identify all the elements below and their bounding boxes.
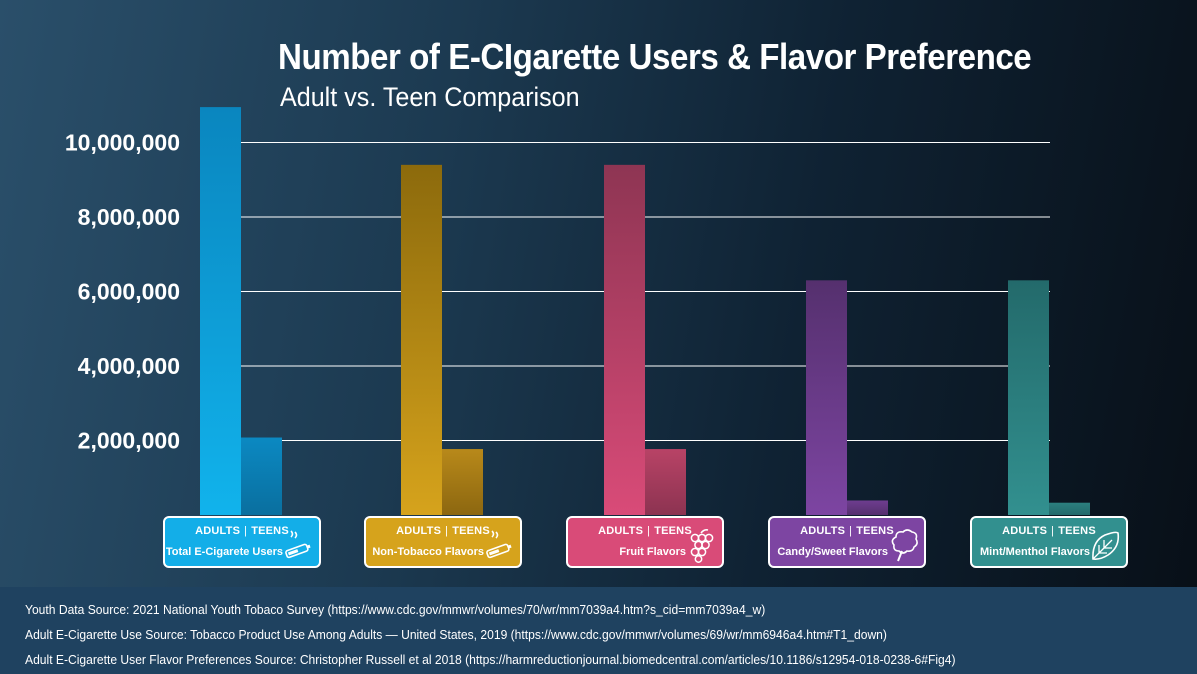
bar-teens-4 [1049,502,1090,515]
y-tick-label: 4,000,000 [78,353,180,379]
chart-subtitle: Adult vs. Teen Comparison [280,82,580,112]
source-adult-flavor: Adult E-Cigarette User Flavor Preference… [25,652,956,667]
adults-label: ADULTS [396,525,442,537]
category-label: Total E-Cigarete Users [165,546,283,558]
source-adult-use: Adult E-Cigarette Use Source: Tobacco Pr… [25,627,887,642]
mint-leaf-icon [1092,531,1120,560]
bar-teens-1 [442,449,483,515]
separator: | [244,525,248,537]
bar-teens-3 [847,500,888,515]
teens-label: TEENS [1058,525,1096,537]
vape-icon [285,530,311,559]
adults-label: ADULTS [1002,525,1048,537]
adults-label: ADULTS [598,525,644,537]
y-tick-label: 10,000,000 [65,130,180,156]
adults-label: ADULTS [195,525,241,537]
y-tick-label: 6,000,000 [78,279,180,305]
separator: | [849,525,853,537]
bar-adults-3 [806,280,847,515]
bar-teens-2 [645,449,686,515]
bar-adults-1 [401,164,442,515]
separator: | [647,525,651,537]
separator: | [1051,525,1055,537]
category-label: Fruit Flavors [619,546,686,558]
y-tick-label: 8,000,000 [78,204,180,230]
y-tick-label: 2,000,000 [78,428,180,454]
category-badge-2: ADULTS | TEENS Fruit Flavors [566,516,724,568]
bar-adults-0 [200,107,241,516]
source-youth: Youth Data Source: 2021 National Youth T… [25,602,766,617]
teens-label: TEENS [856,525,894,537]
bar-adults-4 [1008,280,1049,515]
chart-title: Number of E-CIgarette Users & Flavor Pre… [278,36,1032,77]
sources-footer: Youth Data Source: 2021 National Youth T… [0,587,1197,674]
bar-adults-2 [604,164,645,515]
vape-icon [486,530,512,559]
category-label: Candy/Sweet Flavors [777,546,888,558]
category-badge-0: ADULTS | TEENS Total E-Cigarete Users [163,516,321,568]
grapes-icon [690,529,714,563]
cotton-candy-icon [891,529,918,562]
separator: | [445,525,449,537]
bar-teens-0 [241,437,282,515]
category-badge-3: ADULTS | TEENS Candy/Sweet Flavors [768,516,926,568]
category-label: Non-Tobacco Flavors [372,546,484,558]
category-badge-1: ADULTS | TEENS Non-Tobacco Flavors [364,516,522,568]
category-label: Mint/Menthol Flavors [980,546,1090,558]
teens-label: TEENS [452,525,490,537]
bar-chart: 2,000,000 4,000,000 6,000,000 8,000,000 10,0… [65,107,1090,516]
teens-label: TEENS [251,525,289,537]
adults-label: ADULTS [800,525,846,537]
category-badge-4: ADULTS | TEENS Mint/Menthol Flavors [970,516,1128,568]
teens-label: TEENS [654,525,692,537]
